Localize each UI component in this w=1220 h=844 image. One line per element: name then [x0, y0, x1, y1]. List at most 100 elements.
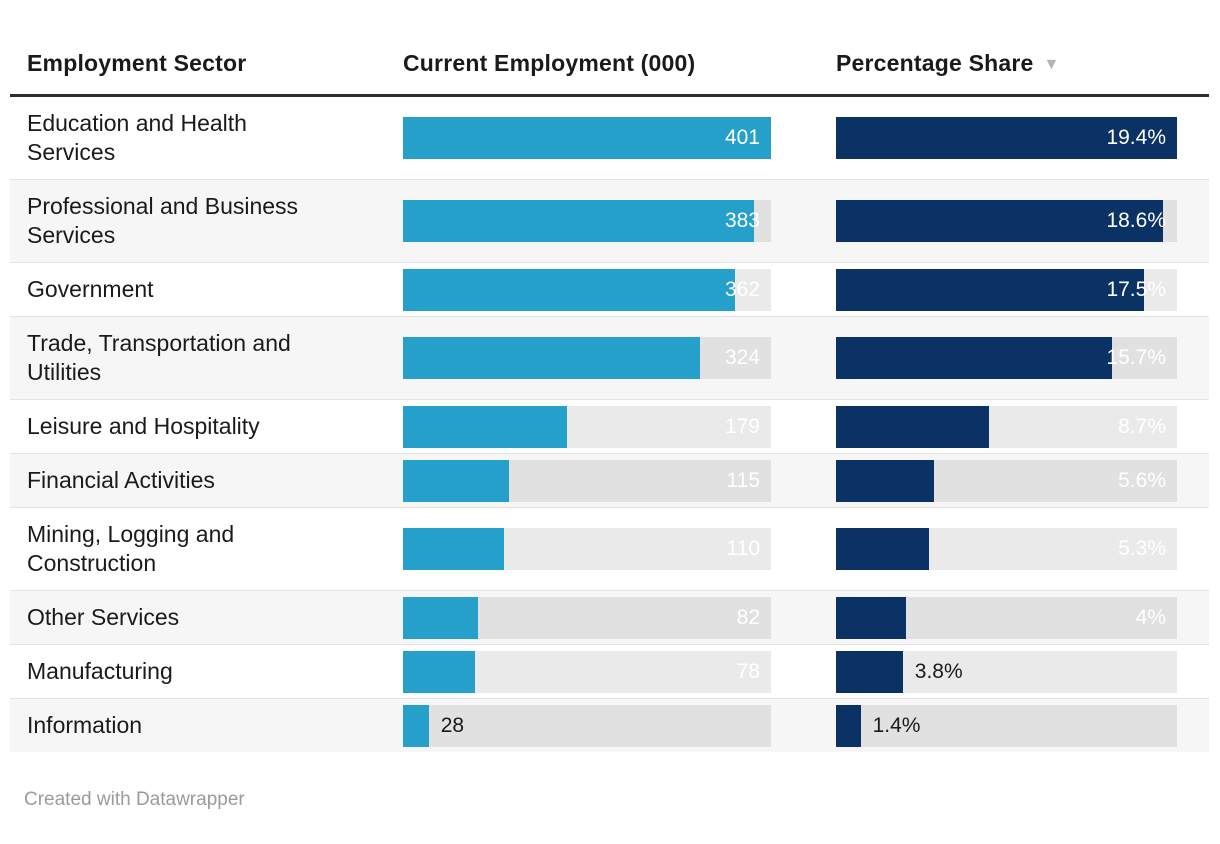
- sector-cell: Trade, Transportation and Utilities: [10, 317, 403, 399]
- datawrapper-table-chart: Employment Sector Current Employment (00…: [10, 33, 1209, 810]
- employment-value: 362: [724, 277, 760, 301]
- employment-bar: [403, 596, 479, 639]
- employment-bar-track: 110: [403, 528, 771, 570]
- share-cell: 19.4%: [836, 117, 1177, 159]
- share-bar: [836, 117, 1177, 159]
- sector-label: Financial Activities: [27, 467, 215, 493]
- share-value: 5.3%: [1118, 537, 1166, 560]
- employment-bar: [403, 200, 755, 242]
- share-bar-track: 8.7%: [836, 405, 1177, 448]
- table-row: Professional and Business Services 383 1…: [10, 179, 1209, 262]
- employment-value: 28: [440, 713, 465, 737]
- employment-bar: [403, 117, 771, 159]
- employment-value: 401: [724, 126, 760, 149]
- sector-label: Information: [27, 712, 143, 738]
- share-bar: [836, 596, 907, 639]
- sector-label: Government: [27, 276, 154, 302]
- share-bar: [836, 704, 861, 747]
- column-header-employment[interactable]: Current Employment (000): [403, 50, 696, 76]
- table-row: Education and Health Services 401 19.4%: [10, 97, 1209, 179]
- employment-bar: [403, 337, 701, 379]
- employment-value: 324: [724, 346, 760, 369]
- employment-bar: [403, 704, 429, 747]
- sector-cell: Financial Activities: [10, 454, 403, 507]
- share-bar: [836, 650, 903, 693]
- employment-bar: [403, 405, 568, 448]
- sort-descending-icon[interactable]: ▼: [1043, 55, 1060, 73]
- share-cell: 5.6%: [836, 459, 1177, 502]
- employment-bar-track: 82: [403, 596, 771, 639]
- share-bar: [836, 528, 930, 570]
- employment-bar-track: 115: [403, 459, 771, 502]
- employment-bar: [403, 268, 736, 311]
- sector-cell: Manufacturing: [10, 645, 403, 698]
- share-bar: [836, 405, 989, 448]
- share-cell: 1.4%: [836, 704, 1177, 747]
- employment-cell: 110: [403, 528, 771, 570]
- share-value: 17.5%: [1106, 277, 1166, 301]
- sector-label: Mining, Logging and Construction: [27, 521, 235, 576]
- employment-bar: [403, 528, 504, 570]
- share-value: 8.7%: [1118, 414, 1166, 438]
- share-bar: [836, 337, 1112, 379]
- employment-cell: 383: [403, 200, 771, 242]
- sector-label: Trade, Transportation and Utilities: [27, 330, 291, 385]
- share-value: 15.7%: [1106, 346, 1166, 369]
- sector-label: Other Services: [27, 604, 180, 630]
- employment-bar: [403, 459, 509, 502]
- share-bar: [836, 459, 935, 502]
- share-bar: [836, 200, 1163, 242]
- column-header-sector[interactable]: Employment Sector: [27, 50, 247, 76]
- employment-bar-track: 179: [403, 405, 771, 448]
- share-cell: 17.5%: [836, 268, 1177, 311]
- share-value: 4%: [1135, 605, 1166, 629]
- employment-cell: 401: [403, 117, 771, 159]
- column-header-share-label: Percentage Share: [836, 50, 1034, 76]
- employment-value: 179: [724, 414, 760, 438]
- employment-bar-track: 401: [403, 117, 771, 159]
- employment-value: 110: [726, 537, 760, 560]
- sector-cell: Mining, Logging and Construction: [10, 508, 403, 590]
- share-cell: 5.3%: [836, 528, 1177, 570]
- sector-cell: Leisure and Hospitality: [10, 400, 403, 453]
- table-row: Government 362 17.5%: [10, 262, 1209, 316]
- employment-cell: 82: [403, 596, 771, 639]
- share-value: 19.4%: [1106, 126, 1166, 149]
- employment-bar-track: 383: [403, 200, 771, 242]
- sector-cell: Government: [10, 263, 403, 316]
- share-cell: 3.8%: [836, 650, 1177, 693]
- column-header-share[interactable]: Percentage Share ▼: [836, 50, 1209, 77]
- share-bar-track: 19.4%: [836, 117, 1177, 159]
- employment-value: 82: [736, 605, 760, 629]
- table-body: Education and Health Services 401 19.4% …: [10, 97, 1209, 752]
- sector-cell: Education and Health Services: [10, 97, 403, 179]
- table-row: Other Services 82 4%: [10, 590, 1209, 644]
- sector-label: Manufacturing: [27, 658, 173, 684]
- table-row: Mining, Logging and Construction 110 5.3…: [10, 507, 1209, 590]
- share-bar-track: 5.6%: [836, 459, 1177, 502]
- share-value: 3.8%: [914, 659, 963, 683]
- employment-bar-track: 324: [403, 337, 771, 379]
- employment-cell: 362: [403, 268, 771, 311]
- share-value: 5.6%: [1118, 468, 1166, 492]
- table-row: Manufacturing 78 3.8%: [10, 644, 1209, 698]
- share-bar-track: 18.6%: [836, 200, 1177, 242]
- sector-label: Leisure and Hospitality: [27, 413, 260, 439]
- sector-label: Professional and Business Services: [27, 193, 299, 248]
- employment-table: Employment Sector Current Employment (00…: [10, 33, 1209, 752]
- employment-cell: 179: [403, 405, 771, 448]
- share-bar-track: 4%: [836, 596, 1177, 639]
- employment-bar: [403, 650, 475, 693]
- employment-bar-track: 28: [403, 704, 771, 747]
- table-row: Financial Activities 115 5.6%: [10, 453, 1209, 507]
- employment-value: 115: [726, 468, 760, 492]
- share-value: 1.4%: [872, 713, 921, 737]
- employment-cell: 115: [403, 459, 771, 502]
- employment-cell: 78: [403, 650, 771, 693]
- share-cell: 18.6%: [836, 200, 1177, 242]
- employment-bar-track: 78: [403, 650, 771, 693]
- employment-value: 383: [724, 209, 760, 232]
- share-bar-track: 3.8%: [836, 650, 1177, 693]
- table-row: Trade, Transportation and Utilities 324 …: [10, 316, 1209, 399]
- share-bar-track: 5.3%: [836, 528, 1177, 570]
